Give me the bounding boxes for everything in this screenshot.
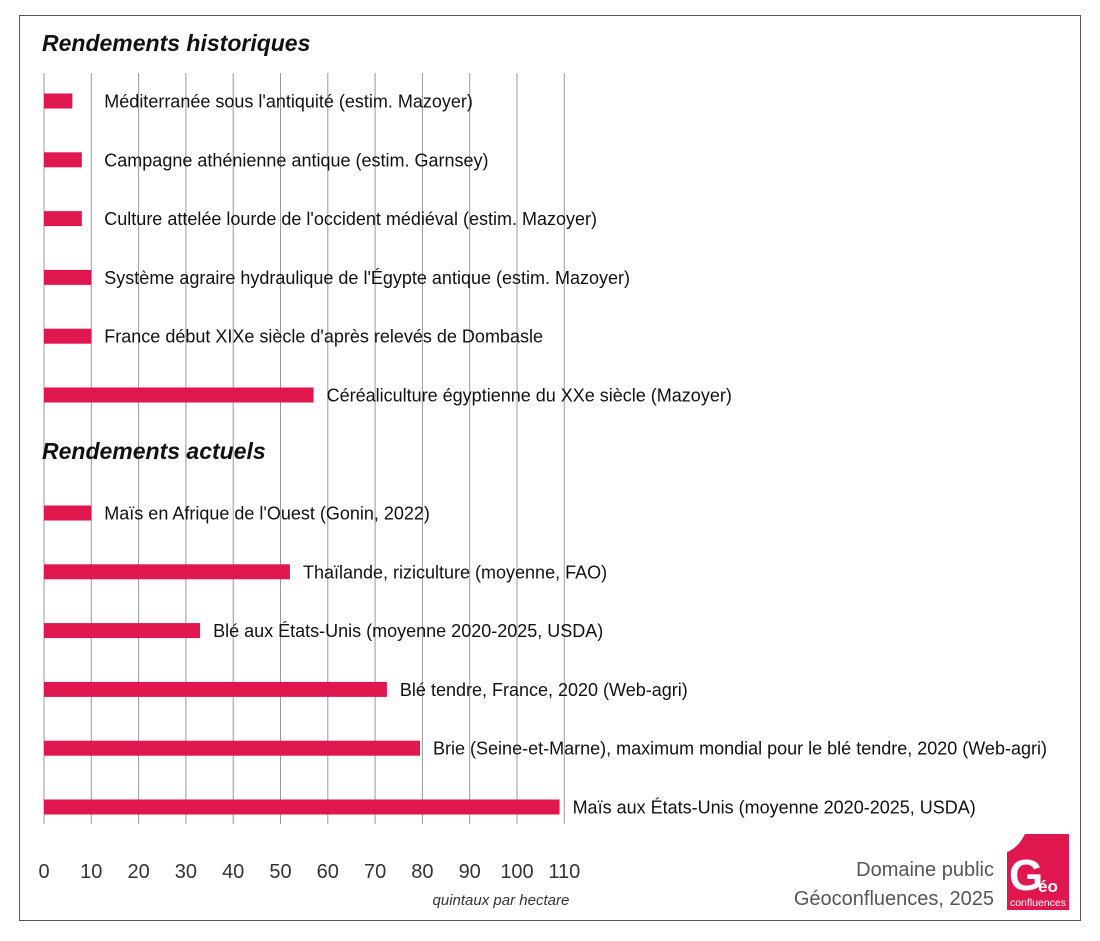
x-tick-label: 110 (548, 861, 580, 883)
x-tick-label: 40 (222, 861, 244, 883)
bar (44, 211, 82, 227)
bar (44, 799, 560, 815)
bar-label: Brie (Seine-et-Marne), maximum mondial p… (433, 739, 1047, 759)
bar (44, 328, 92, 344)
figure-frame: Rendements historiques Méditerranée sous … (19, 15, 1081, 921)
logo-letter: G (1009, 851, 1043, 900)
x-tick-label: 0 (38, 861, 49, 883)
logo-small-text: éo (1038, 877, 1058, 896)
bar-label: Maïs aux États-Unis (moyenne 2020-2025, … (573, 798, 976, 818)
x-axis: 0 10 20 30 40 50 60 70 80 90 100 110 quintaux par he… (38, 861, 580, 909)
bar (44, 505, 92, 521)
x-tick-label: 80 (411, 861, 433, 883)
bar (44, 269, 92, 285)
bar (44, 387, 314, 403)
bar-label: Blé tendre, France, 2020 (Web-agri) (400, 680, 688, 700)
bar-label: Blé aux États-Unis (moyenne 2020-2025, U… (213, 621, 603, 641)
bar-chart: Rendements historiques Méditerranée sous … (38, 30, 1069, 910)
x-tick-label: 10 (80, 861, 102, 883)
bar-label: Maïs en Afrique de l'Ouest (Gonin, 2022) (104, 504, 430, 524)
x-tick-label: 70 (364, 861, 386, 883)
bar-label: Culture attelée lourde de l'occident méd… (104, 209, 597, 229)
bar (44, 93, 73, 109)
bar (44, 740, 421, 756)
bar-label: Système agraire hydraulique de l'Égypte … (104, 268, 630, 288)
bar (44, 681, 387, 697)
bar (44, 152, 82, 168)
bar (44, 564, 290, 580)
x-tick-label: 90 (459, 861, 481, 883)
bar-label: Méditerranée sous l'antiquité (estim. Ma… (104, 92, 473, 112)
bar-label: Campagne athénienne antique (estim. Garn… (104, 150, 488, 170)
x-tick-label: 30 (175, 861, 197, 883)
bar-layer (44, 93, 560, 815)
logo-notch (1007, 834, 1025, 852)
logo-word: confluences (1010, 897, 1066, 909)
bar-label: Thaïlande, riziculture (moyenne, FAO) (303, 562, 607, 582)
x-tick-label: 50 (269, 861, 291, 883)
section-title: Rendements historiques (42, 30, 310, 56)
x-tick-label: 100 (500, 861, 533, 883)
x-tick-label: 60 (317, 861, 339, 883)
bar (44, 623, 201, 639)
bar-label: France début XIXe siècle d'après relevés… (104, 327, 543, 347)
section-title: Rendements actuels (42, 438, 266, 464)
logo-background (1007, 834, 1069, 910)
grid-layer (43, 73, 565, 824)
credit-line-1: Domaine public (856, 859, 994, 881)
bar-label: Céréaliculture égyptienne du XXe siècle … (327, 386, 732, 406)
label-layer: Rendements historiques Méditerranée sous … (42, 30, 1047, 818)
geoconfluences-logo: G éo confluences (1007, 834, 1069, 910)
x-tick-label: 20 (127, 861, 149, 883)
x-axis-title: quintaux par hectare (433, 892, 570, 909)
credit-line-2: Géoconfluences, 2025 (794, 888, 994, 910)
